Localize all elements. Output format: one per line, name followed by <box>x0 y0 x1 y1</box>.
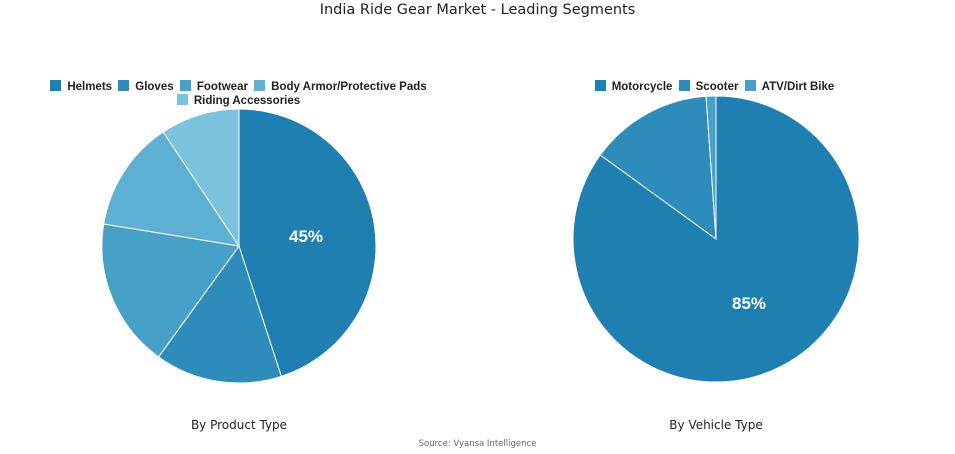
legend-swatch <box>176 94 188 105</box>
legend-label: Riding Accessories <box>193 95 301 107</box>
vehicle-data-label: 85% <box>732 294 766 313</box>
slice-scooter <box>599 95 717 241</box>
legend-label: Body Armor/Protective Pads <box>271 81 427 93</box>
slice-body-armor <box>103 131 241 247</box>
legend-item-atv: ATV/Dirt Bike <box>744 80 835 94</box>
legend-swatch <box>50 80 62 91</box>
legend-swatch <box>118 80 130 91</box>
vehicle-legend: Motorcycle Scooter ATV/Dirt Bike <box>566 80 866 94</box>
legend-item-gloves: Gloves <box>118 80 174 94</box>
product-legend: Helmets Gloves Footwear Body Armor/Prote… <box>40 80 440 108</box>
legend-item-footwear: Footwear <box>179 80 248 94</box>
slice-footwear <box>101 223 240 358</box>
source-note: Source: Vyansa Intelligence <box>418 439 537 449</box>
vehicle-subtitle: By Vehicle Type <box>669 418 763 432</box>
product-subtitle: By Product Type <box>190 418 288 432</box>
chart-title: India Ride Gear Market - Leading Segment… <box>319 2 636 18</box>
slice-helmets <box>238 108 377 377</box>
legend-swatch <box>254 80 266 91</box>
legend-label: Gloves <box>135 81 174 93</box>
product-data-label: 45% <box>289 227 323 246</box>
legend-item-body-armor: Body Armor/Protective Pads <box>254 80 427 94</box>
legend-item-motorcycle: Motorcycle <box>594 80 673 94</box>
legend-label: ATV/Dirt Bike <box>761 81 835 93</box>
legend-item-scooter: Scooter <box>678 80 739 94</box>
legend-swatch <box>744 80 756 91</box>
legend-swatch <box>179 80 191 91</box>
legend-label: Footwear <box>196 81 248 93</box>
legend-label: Helmets <box>67 81 113 93</box>
legend-label: Motorcycle <box>611 81 673 93</box>
slice-riding-accessories <box>162 108 240 248</box>
slice-atv <box>705 95 717 240</box>
legend-item-riding-accessories: Riding Accessories <box>176 94 301 108</box>
legend-swatch <box>678 80 690 91</box>
legend-label: Scooter <box>695 81 739 93</box>
legend-swatch <box>594 80 606 91</box>
slice-gloves <box>157 244 282 384</box>
legend-item-helmets: Helmets <box>50 80 112 94</box>
